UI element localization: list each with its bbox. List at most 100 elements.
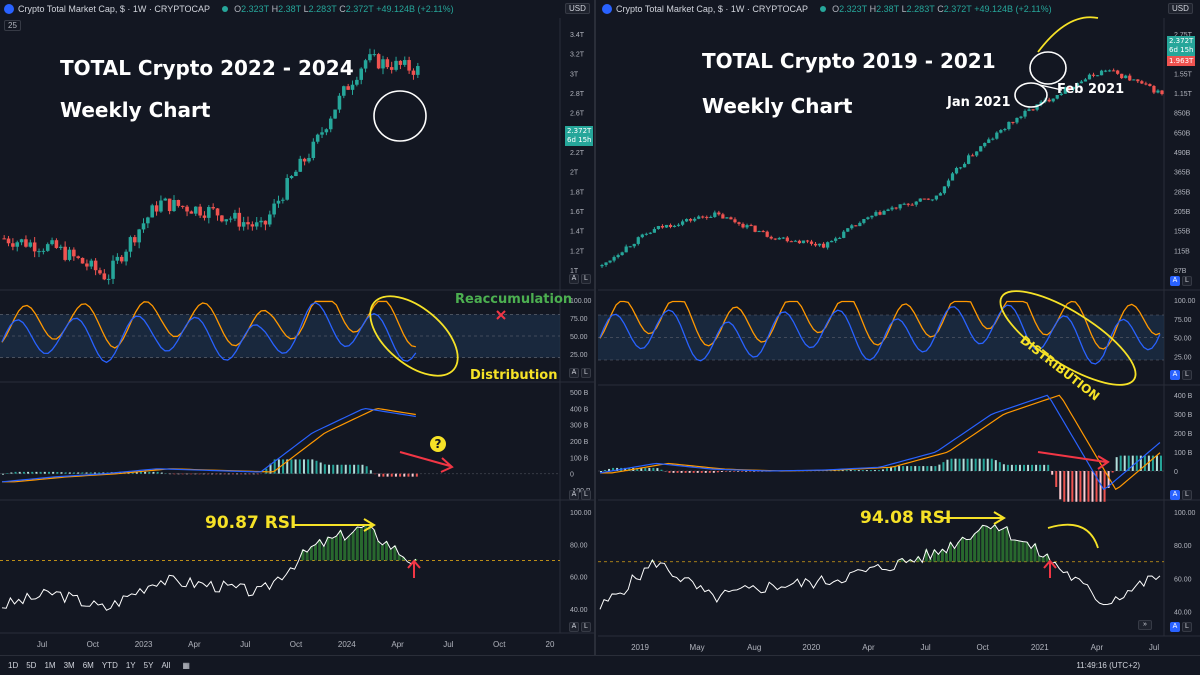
macd-histogram-bar: [676, 471, 679, 473]
timeframe-5y[interactable]: 5Y: [143, 661, 154, 670]
right-chart-pane[interactable]: Crypto Total Market Cap, $ · 1W · CRYPTO…: [598, 0, 1200, 655]
candle-body: [1007, 121, 1011, 130]
scale-auto-button[interactable]: A: [569, 368, 579, 378]
macd-histogram-bar: [1023, 464, 1025, 471]
candle-body: [6, 238, 11, 244]
candle-body: [632, 243, 636, 247]
macd-histogram-bar: [52, 471, 55, 474]
feb-highlight-circle: [1029, 51, 1067, 85]
price-tick-label: 2.75T: [1174, 32, 1193, 39]
macd-histogram-bar: [144, 471, 147, 474]
candle-body: [180, 205, 185, 207]
candle-body: [906, 203, 910, 205]
timeframe-1m[interactable]: 1M: [44, 661, 56, 670]
time-tick-label: Jul: [1149, 643, 1159, 652]
clock[interactable]: 11:49:16 (UTC+2): [1076, 661, 1140, 670]
c-label: C: [937, 4, 944, 14]
candle-body: [640, 234, 644, 238]
candle-body: [624, 246, 628, 253]
indicator-toggle[interactable]: 25: [4, 20, 21, 31]
macd-histogram-bar: [1147, 455, 1150, 471]
left-chart-pane[interactable]: Crypto Total Market Cap, $ · 1W · CRYPTO…: [0, 0, 596, 655]
candle-body: [133, 237, 137, 243]
timeframe-3m[interactable]: 3M: [63, 661, 75, 670]
macd-histogram-bar: [81, 472, 84, 474]
candle-body: [320, 132, 324, 135]
candle-body: [1071, 86, 1075, 90]
timeframe-1y[interactable]: 1Y: [125, 661, 136, 670]
time-tick-label: 2019: [631, 643, 649, 652]
macd-histogram-bar: [323, 464, 326, 474]
candle-body: [1148, 84, 1152, 87]
macd-histogram-bar: [648, 467, 651, 471]
low-value: 2.283T: [906, 4, 935, 14]
timeframe-ytd[interactable]: YTD: [101, 661, 118, 670]
candle-body: [1103, 70, 1108, 72]
timeframe-1d[interactable]: 1D: [8, 661, 19, 670]
scale-log-button[interactable]: L: [1182, 276, 1192, 286]
reaccumulation-annotation: Reaccumulation: [455, 292, 573, 307]
scale-auto-button[interactable]: A: [569, 490, 579, 500]
stoch-k-line: [599, 304, 1161, 365]
price-tick-label: 115B: [1174, 248, 1190, 255]
macd-histogram-bar: [982, 458, 985, 471]
candle-body: [154, 205, 159, 212]
macd-histogram-bar: [998, 462, 1001, 471]
scale-log-button[interactable]: L: [581, 368, 591, 378]
time-tick-label: Oct: [493, 640, 506, 649]
timeframe-6m[interactable]: 6M: [82, 661, 94, 670]
scale-auto-button[interactable]: A: [1170, 276, 1180, 286]
rsi-pointer-arrow-icon: [292, 518, 376, 532]
scale-log-button[interactable]: L: [1182, 370, 1192, 380]
candle-body: [102, 273, 107, 280]
scale-log-button[interactable]: L: [581, 622, 591, 632]
scale-auto-button[interactable]: A: [569, 622, 579, 632]
right-title-annotation: TOTAL Crypto 2019 - 2021: [702, 49, 996, 73]
currency-button[interactable]: USD: [565, 3, 590, 14]
macd-histogram-bar: [688, 471, 691, 473]
scale-auto-button[interactable]: A: [569, 274, 579, 284]
candle-body: [805, 240, 810, 242]
candle-body: [407, 60, 411, 71]
candle-body: [254, 222, 259, 227]
macd-histogram-bar: [1063, 471, 1066, 502]
candle-body: [150, 205, 154, 218]
currency-button[interactable]: USD: [1168, 3, 1193, 14]
scale-auto-button[interactable]: A: [1170, 622, 1180, 632]
macd-histogram-bar: [399, 473, 402, 477]
left-symbol-title[interactable]: Crypto Total Market Cap, $ · 1W · CRYPTO…: [18, 4, 211, 14]
time-tick-label: May: [690, 643, 705, 652]
candle-body: [54, 240, 59, 248]
right-chart-canvas[interactable]: 2.75T2.15T1.55T1.15T850B650B490B365B285B…: [598, 0, 1200, 655]
date-range-icon[interactable]: ▦: [182, 661, 190, 670]
rsi-tick-label: 40.00: [570, 607, 588, 614]
scale-log-button[interactable]: L: [1182, 622, 1192, 632]
macd-histogram-bar: [672, 471, 675, 473]
left-chart-canvas[interactable]: 3.4T3.2T3T2.8T2.6T2.4T2.2T2T1.8T1.6T1.4T…: [0, 0, 596, 655]
candle-body: [1055, 94, 1059, 99]
scale-log-button[interactable]: L: [581, 274, 591, 284]
macd-histogram-bar: [102, 472, 105, 474]
candle-body: [115, 256, 120, 261]
scale-log-button[interactable]: L: [581, 490, 591, 500]
candle-body: [890, 207, 894, 210]
macd-histogram-bar: [741, 471, 743, 472]
scale-auto-button[interactable]: A: [1170, 490, 1180, 500]
candle-body: [337, 95, 342, 110]
macd-histogram-bar: [1047, 464, 1050, 471]
macd-histogram-bar: [1103, 471, 1106, 502]
timeframe-all[interactable]: All: [161, 661, 171, 670]
rsi-up-arrow-icon: [1043, 559, 1057, 578]
candle-body: [1132, 79, 1136, 81]
macd-histogram-bar: [684, 471, 687, 473]
time-tick-label: 20: [546, 640, 555, 649]
macd-histogram-bar: [47, 471, 50, 474]
candle-body: [63, 246, 67, 260]
macd-histogram-bar: [382, 473, 385, 477]
right-symbol-title[interactable]: Crypto Total Market Cap, $ · 1W · CRYPTO…: [616, 4, 809, 14]
scale-log-button[interactable]: L: [1182, 490, 1192, 500]
macd-histogram-bar: [749, 471, 752, 472]
scale-auto-button[interactable]: A: [1170, 370, 1180, 380]
timeframe-5d[interactable]: 5D: [26, 661, 37, 670]
scroll-to-realtime-button[interactable]: »: [1138, 620, 1152, 630]
